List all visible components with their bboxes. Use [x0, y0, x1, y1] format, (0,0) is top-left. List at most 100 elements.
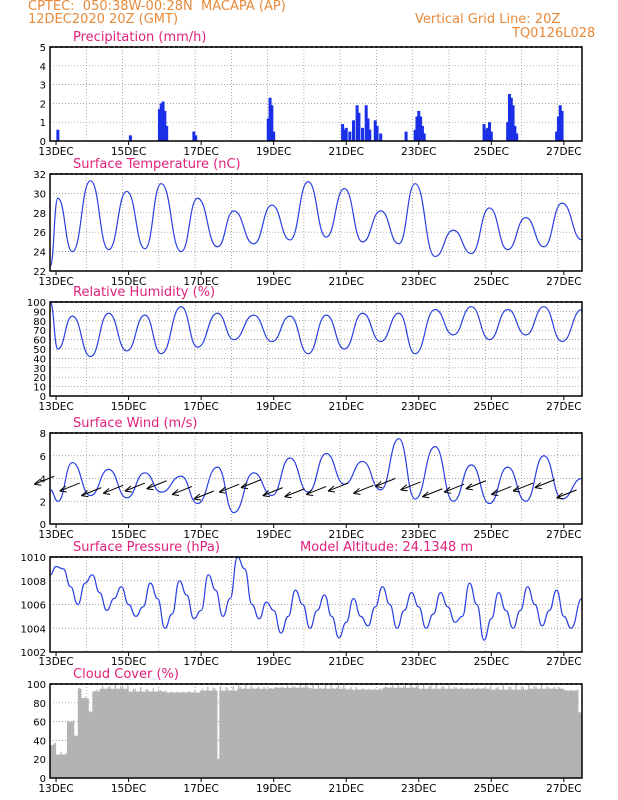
x-tick-label: 17DEC	[183, 276, 218, 288]
header-grid-line: Vertical Grid Line: 20Z	[415, 12, 561, 27]
precip-bar	[558, 105, 562, 141]
precip-bar	[482, 124, 486, 141]
panel-6	[49, 683, 583, 782]
wind-arrow	[465, 480, 487, 490]
wind-arrow	[240, 479, 262, 489]
wind-arrow-head	[374, 481, 383, 488]
precip-bar	[351, 120, 355, 141]
wind-arrow	[34, 475, 55, 485]
panel-4	[33, 432, 583, 528]
wind-arrow	[375, 478, 396, 487]
y-tick-label: 2	[40, 99, 46, 110]
precip-bar	[415, 116, 419, 141]
x-tick-label: 27DEC	[546, 276, 581, 288]
y-tick-label: 0	[40, 392, 46, 403]
y-tick-label: 30	[33, 189, 46, 200]
panel-frame	[49, 46, 583, 142]
wind-arrow-head	[400, 484, 408, 492]
x-tick-label: 27DEC	[546, 783, 581, 795]
y-tick-label: 4	[40, 475, 46, 486]
y-tick-label: 5	[40, 43, 46, 54]
y-tick-label: 100	[27, 298, 46, 309]
wind-arrow	[443, 483, 465, 493]
precip-bar	[511, 105, 515, 141]
panel-title: Surface Wind (m/s)	[73, 416, 197, 431]
x-tick-label: 25DEC	[474, 783, 509, 795]
x-tick-label: 27DEC	[546, 656, 581, 668]
y-tick-label: 32	[33, 170, 46, 181]
precip-bar	[56, 129, 60, 141]
precip-bar	[361, 127, 365, 141]
x-tick-label: 13DEC	[38, 656, 73, 668]
x-tick-label: 19DEC	[256, 656, 291, 668]
precip-bar	[375, 125, 379, 141]
x-tick-label: 17DEC	[183, 656, 218, 668]
y-tick-label: 24	[33, 248, 46, 259]
wind-arrow	[422, 488, 443, 498]
y-tick-label: 0	[40, 137, 46, 148]
x-tick-label: 19DEC	[256, 783, 291, 795]
x-tick-label: 21DEC	[329, 146, 364, 158]
x-tick-label: 23DEC	[401, 276, 436, 288]
precip-bar	[506, 122, 510, 141]
wind-arrow-head	[443, 486, 452, 494]
wind-arrow-head	[102, 487, 111, 495]
precip-bar	[513, 125, 517, 141]
wind-arrow-head	[353, 487, 361, 495]
precip-bar	[355, 105, 359, 141]
wind-arrow-head	[262, 490, 270, 498]
y-tick-label: 40	[33, 736, 46, 747]
precip-bar	[357, 112, 361, 141]
precip-bar	[404, 131, 408, 141]
y-tick-label: 1008	[21, 577, 46, 588]
y-tick-label: 3	[40, 81, 46, 92]
x-tick-label: 15DEC	[111, 529, 146, 541]
wind-arrow-head	[171, 489, 180, 496]
y-tick-label: 40	[33, 354, 46, 365]
panel-2	[49, 173, 583, 275]
header-station: CPTEC: 050:38W-00:28N MACAPA (AP)	[28, 0, 286, 14]
y-tick-label: 60	[33, 336, 46, 347]
precip-bar	[270, 105, 274, 141]
x-tick-label: 25DEC	[474, 529, 509, 541]
y-tick-label: 8	[40, 429, 46, 440]
precip-bar	[272, 131, 276, 141]
precip-bar	[161, 101, 165, 141]
precip-bar	[128, 135, 132, 141]
y-tick-label: 100	[27, 680, 46, 691]
y-tick-label: 6	[40, 452, 46, 463]
wind-arrow-head	[240, 482, 249, 490]
y-tick-label: 26	[33, 228, 46, 239]
wind-arrow-head	[465, 483, 473, 491]
precip-bar	[556, 116, 560, 141]
x-tick-label: 13DEC	[38, 276, 73, 288]
precip-bar	[368, 129, 372, 141]
series-line	[50, 556, 583, 641]
wind-arrow	[171, 485, 193, 495]
x-tick-label: 15DEC	[111, 656, 146, 668]
y-tick-label: 50	[33, 345, 46, 356]
x-tick-label: 15DEC	[111, 276, 146, 288]
wind-arrow-head	[218, 486, 227, 494]
wind-arrow	[284, 488, 305, 498]
y-tick-label: 10	[33, 383, 46, 394]
x-tick-label: 19DEC	[256, 401, 291, 413]
x-tick-label: 15DEC	[111, 401, 146, 413]
precip-bar	[348, 131, 352, 141]
y-tick-label: 80	[33, 317, 46, 328]
y-tick-label: 1006	[21, 601, 46, 612]
x-tick-label: 23DEC	[401, 529, 436, 541]
precip-bar	[417, 110, 421, 141]
precip-bar	[194, 135, 198, 141]
wind-arrow	[306, 485, 327, 495]
precip-bar	[157, 109, 161, 141]
precip-bar	[486, 127, 490, 141]
precip-bar	[366, 118, 370, 141]
panel-title: Surface Pressure (hPa)	[73, 540, 220, 555]
wind-arrow	[81, 487, 102, 497]
wind-arrow	[193, 490, 215, 500]
x-tick-label: 17DEC	[183, 783, 218, 795]
wind-arrow	[59, 482, 80, 492]
precip-bar	[373, 120, 377, 141]
wind-arrow	[491, 485, 512, 495]
